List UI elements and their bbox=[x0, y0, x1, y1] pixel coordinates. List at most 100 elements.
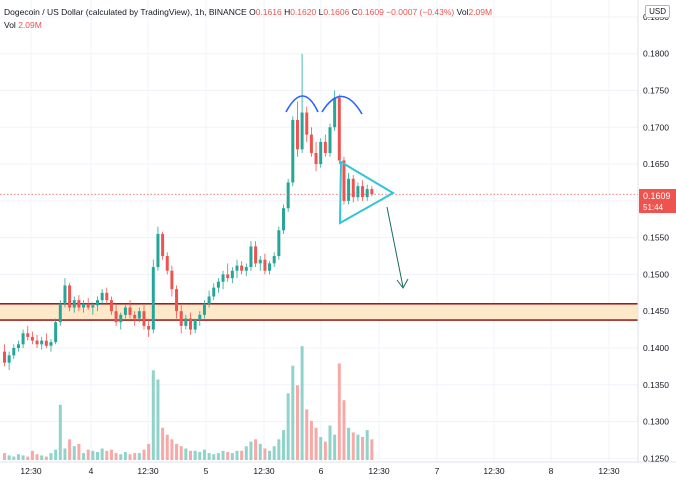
candle-body bbox=[91, 305, 95, 308]
price-tick-label: 0.1350 bbox=[643, 380, 669, 390]
volume-bar bbox=[133, 453, 137, 460]
volume-bar bbox=[347, 427, 351, 460]
candle-body bbox=[100, 292, 104, 301]
volume-bar bbox=[277, 439, 281, 460]
volume-bar bbox=[170, 439, 174, 460]
volume-bar bbox=[109, 449, 113, 460]
volume-bar bbox=[100, 448, 104, 460]
volume-bar bbox=[207, 453, 211, 460]
candle-body bbox=[58, 303, 62, 323]
candle-body bbox=[35, 340, 39, 345]
high-value: 0.1620 bbox=[290, 7, 317, 17]
low-label: L bbox=[318, 7, 324, 17]
volume-bar bbox=[16, 454, 20, 460]
candlesticks bbox=[3, 53, 374, 371]
candle-body bbox=[161, 233, 165, 257]
candle-body bbox=[133, 314, 137, 319]
price-badge-countdown: 51:44 bbox=[643, 203, 664, 212]
volume-bar bbox=[202, 449, 206, 460]
candle-body bbox=[128, 307, 132, 315]
volume-bar bbox=[142, 449, 146, 460]
candle-body bbox=[63, 285, 67, 304]
open-label: O bbox=[249, 7, 256, 17]
candle-body bbox=[170, 270, 174, 290]
volume-bar bbox=[212, 454, 216, 460]
open-value: 0.1616 bbox=[255, 7, 282, 17]
price-axis[interactable]: 0.18500.18000.17500.17000.16500.16000.15… bbox=[643, 12, 669, 463]
candle-body bbox=[370, 189, 374, 195]
volume-bar bbox=[165, 434, 169, 460]
volume-legend-value: 2.09M bbox=[18, 20, 42, 30]
candle-body bbox=[198, 314, 202, 321]
volume-bar bbox=[26, 456, 30, 460]
volume-bar bbox=[40, 455, 44, 460]
volume-bar bbox=[240, 450, 244, 460]
volume-bar bbox=[226, 451, 230, 460]
candle-body bbox=[137, 311, 141, 319]
time-tick-label: 12:30 bbox=[253, 466, 275, 476]
candle-body bbox=[314, 153, 318, 165]
candle-body bbox=[365, 189, 369, 198]
candle-body bbox=[68, 285, 72, 308]
volume-bar bbox=[123, 451, 127, 460]
volume-bar bbox=[286, 393, 290, 460]
volume-bar bbox=[295, 385, 299, 460]
candle-body bbox=[109, 300, 113, 312]
candle-body bbox=[309, 134, 313, 154]
candle-body bbox=[230, 270, 234, 279]
candle-body bbox=[26, 333, 30, 337]
candle-body bbox=[244, 267, 248, 271]
volume-bar bbox=[77, 443, 81, 460]
volume-bar bbox=[272, 446, 276, 460]
price-tick-label: 0.1650 bbox=[643, 159, 669, 169]
price-badge-value: 0.1609 bbox=[643, 191, 671, 201]
candle-body bbox=[54, 322, 58, 343]
currency-button[interactable]: USD bbox=[645, 5, 670, 18]
close-label: C bbox=[351, 7, 358, 17]
candle-body bbox=[291, 119, 295, 183]
candle-body bbox=[254, 246, 258, 264]
volume-bar bbox=[365, 430, 369, 460]
candle-body bbox=[286, 182, 290, 209]
volume-bar bbox=[282, 430, 285, 460]
candle-body bbox=[105, 292, 109, 301]
volume-legend[interactable]: Vol 2.09M bbox=[4, 19, 42, 32]
volume-bar bbox=[189, 450, 192, 460]
change-value: −0.0007 (−0.43%) bbox=[386, 7, 455, 17]
resistance-zone bbox=[0, 303, 638, 321]
volume-bar bbox=[161, 427, 165, 460]
candle-body bbox=[72, 300, 76, 308]
time-tick-label: 5 bbox=[204, 466, 209, 476]
symbol-legend: Dogecoin / US Dollar (calculated by Trad… bbox=[4, 6, 492, 19]
vol-label: Vol bbox=[456, 7, 469, 17]
volume-bar bbox=[221, 450, 225, 460]
volume-bar bbox=[119, 454, 123, 460]
volume-legend-label: Vol bbox=[4, 20, 16, 30]
volume-bar bbox=[356, 434, 360, 460]
volume-bar bbox=[254, 439, 258, 460]
candle-body bbox=[212, 287, 216, 297]
candle-body bbox=[323, 141, 327, 154]
vol-value: 2.09M bbox=[468, 7, 493, 17]
volume-bar bbox=[128, 454, 132, 460]
price-tick-label: 0.1250 bbox=[643, 453, 669, 463]
volume-bar bbox=[370, 439, 374, 460]
time-axis[interactable]: 12:30 4 12:30 5 12:30 6 12:30 7 12:30 8 12:30 bbox=[20, 466, 620, 476]
candle-body bbox=[328, 127, 332, 154]
volume-bar bbox=[30, 450, 34, 460]
volume-bar bbox=[361, 437, 365, 460]
pennant-triangle bbox=[338, 160, 395, 225]
high-label: H bbox=[284, 7, 291, 17]
candle-body bbox=[77, 300, 81, 308]
volume-bar bbox=[300, 346, 304, 460]
candle-body bbox=[151, 267, 155, 330]
candle-body bbox=[193, 320, 197, 330]
time-tick-label: 12:30 bbox=[137, 466, 159, 476]
candle-body bbox=[96, 300, 99, 306]
symbol-title[interactable]: Dogecoin / US Dollar (calculated by Trad… bbox=[4, 7, 247, 17]
volume-bar bbox=[184, 448, 188, 460]
candle-body bbox=[258, 259, 262, 264]
volume-bar bbox=[216, 453, 220, 460]
volume-bar bbox=[105, 450, 109, 460]
